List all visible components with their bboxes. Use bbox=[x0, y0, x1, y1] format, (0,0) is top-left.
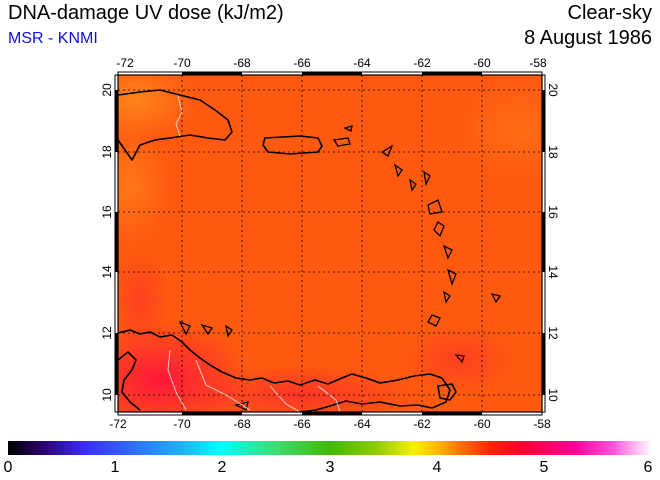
north-coast-coastline bbox=[117, 329, 451, 413]
map-source: MSR - KNMI bbox=[8, 30, 98, 47]
lon-label: -60 bbox=[473, 56, 491, 70]
latitude-labels-right: 20 18 16 14 12 10 bbox=[546, 83, 560, 402]
lat-label: 20 bbox=[100, 83, 114, 97]
graticule bbox=[118, 75, 542, 412]
lat-label: 14 bbox=[546, 265, 560, 279]
uv-dose-map: -72 -70 -68 -66 -64 -62 -60 -58 -72 -70 … bbox=[100, 56, 560, 431]
lon-label: -62 bbox=[413, 56, 431, 70]
lat-label: 20 bbox=[546, 83, 560, 97]
lon-label: -68 bbox=[233, 56, 251, 70]
lon-label: -72 bbox=[109, 417, 127, 431]
lon-label: -58 bbox=[533, 417, 551, 431]
lat-label: 12 bbox=[546, 326, 560, 340]
scale-label: 6 bbox=[643, 459, 653, 476]
scale-label: 2 bbox=[217, 459, 227, 476]
scale-label: 4 bbox=[432, 459, 442, 476]
lat-label: 10 bbox=[546, 388, 560, 402]
lon-label: -66 bbox=[293, 56, 311, 70]
lat-label: 18 bbox=[100, 145, 114, 159]
lon-label: -70 bbox=[173, 417, 191, 431]
trinidad-coastline bbox=[437, 383, 457, 401]
scale-label: 5 bbox=[539, 459, 549, 476]
scale-label: 1 bbox=[110, 459, 120, 476]
lat-label: 16 bbox=[546, 205, 560, 219]
lon-label: -70 bbox=[173, 56, 191, 70]
lon-label: -68 bbox=[233, 417, 251, 431]
lon-label: -64 bbox=[353, 417, 371, 431]
lon-label: -58 bbox=[529, 56, 547, 70]
gulf-coastline bbox=[117, 351, 141, 411]
lon-label: -72 bbox=[116, 56, 134, 70]
scale-label: 3 bbox=[325, 459, 335, 476]
lat-label: 12 bbox=[100, 326, 114, 340]
country-borders bbox=[167, 95, 341, 413]
longitude-labels-top: -72 -70 -68 -66 -64 -62 -60 -58 bbox=[116, 56, 547, 70]
latitude-labels-left: 20 18 16 14 12 10 bbox=[100, 83, 114, 402]
sky-condition: Clear-sky bbox=[567, 2, 652, 24]
color-scale-bar bbox=[8, 441, 652, 455]
hispaniola-coastline bbox=[117, 89, 233, 161]
lat-label: 16 bbox=[100, 205, 114, 219]
lat-label: 18 bbox=[546, 145, 560, 159]
scale-label: 0 bbox=[3, 459, 13, 476]
longitude-labels-bottom: -72 -70 -68 -66 -64 -62 -60 -58 bbox=[109, 417, 551, 431]
map-title: DNA-damage UV dose (kJ/m2) bbox=[8, 2, 284, 24]
lon-label: -60 bbox=[473, 417, 491, 431]
map-frame bbox=[114, 71, 546, 416]
lat-label: 10 bbox=[100, 388, 114, 402]
lon-label: -64 bbox=[353, 56, 371, 70]
lon-label: -62 bbox=[413, 417, 431, 431]
lon-label: -66 bbox=[293, 417, 311, 431]
map-date: 8 August 1986 bbox=[524, 27, 652, 49]
lat-label: 14 bbox=[100, 265, 114, 279]
